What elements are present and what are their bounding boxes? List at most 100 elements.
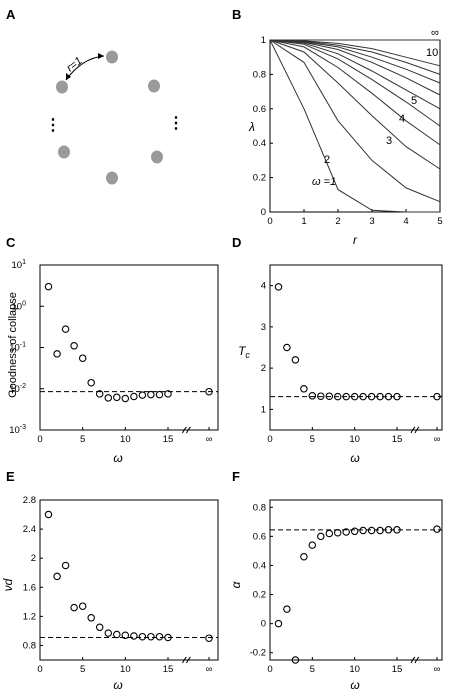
lattice-site [56,80,68,94]
series-label: 2 [324,154,330,166]
axis-break-icon [182,656,191,664]
data-point [130,392,138,401]
data-point [325,529,334,538]
panel-d-chart: D 0 5 10 15 ∞ 1 2 3 4 ω Tc [232,235,443,465]
y-tick-label: 0.8 [23,640,36,651]
y-tick-label: 1.6 [23,582,36,593]
panel-f-markers [270,525,442,664]
x-tick-label: 0 [267,664,272,675]
panel-f-xlabel: ω [350,678,359,692]
data-point [291,656,300,664]
lattice-site [148,79,160,93]
data-point [342,528,350,536]
y-tick-label: 0.4 [253,560,266,571]
data-point [113,630,121,639]
arrowhead-icon [98,53,104,59]
x-tick-label: ∞ [434,664,441,675]
y-tick-label: 2 [261,363,266,374]
y-tick-label: 2 [31,553,36,564]
lattice-site [106,171,118,185]
series-label: 3 [386,135,392,147]
series-line [269,39,441,67]
series-label: 10 [426,47,438,59]
series-line [269,39,440,213]
series-line [269,39,441,127]
data-point [61,561,70,570]
data-point [70,603,78,612]
y-tick-label: 0.2 [253,173,266,184]
x-tick-label: 5 [80,434,85,445]
y-tick-exponent: -2 [20,383,26,390]
panel-a-letter: A [6,7,16,22]
data-point [138,391,147,399]
y-tick-label: 4 [261,281,266,292]
y-tick-label: 2.4 [23,524,36,535]
y-tick-exponent: 0 [22,300,26,307]
panel-d-ylabel-sub: c [245,350,250,360]
data-point [350,527,359,536]
panel-d-frame [269,264,443,431]
data-point [87,614,95,622]
panel-c-letter: C [6,235,16,250]
x-tick-label: 5 [80,664,85,675]
x-tick-label: ∞ [206,434,213,445]
data-point [53,572,61,581]
series-line [269,39,441,110]
x-tick-label: 10 [120,434,131,445]
x-tick-label: 5 [437,216,442,227]
data-point [393,392,401,401]
data-point [308,541,317,549]
data-point [308,392,317,400]
y-tick-label: 0.6 [253,531,266,542]
data-point [376,392,384,401]
y-tick-label: 2.8 [23,495,36,506]
data-point [283,343,291,352]
data-point [61,325,70,333]
data-point [121,394,130,403]
data-point [283,605,291,613]
panel-c-xlabel: ω [113,451,122,465]
panel-c-markers [40,282,218,403]
y-tick-label: 1 [261,404,266,415]
panel-e-chart: E 0 5 10 15 ∞ 0.8 1.2 1.6 2 2.4 2.8 ω νd [1,469,219,692]
y-tick-label: 0 [261,619,266,630]
data-point [274,619,283,628]
data-point [155,390,164,399]
y-tick-label: -0.2 [250,648,266,659]
data-point [70,342,78,350]
data-point [147,632,155,641]
x-tick-label: ∞ [434,434,441,445]
data-point [205,634,213,642]
panel-f-frame [269,499,443,661]
panel-d-ylabel: Tc [238,344,250,360]
panel-b-letter: B [232,7,241,22]
x-tick-label: 15 [392,664,403,675]
data-point [155,632,164,641]
bond-label: r=1 [64,55,84,74]
y-tick-label: 0.4 [253,138,266,149]
panel-b-xlabel: r [353,233,358,247]
x-tick-label: 15 [163,664,174,675]
panel-d-letter: D [232,235,241,250]
panel-c-frame [39,264,219,431]
data-point [104,629,113,637]
data-point [78,354,87,362]
data-point [78,602,87,610]
x-tick-label: 5 [310,434,315,445]
x-tick-label: 0 [267,434,272,445]
data-point [104,394,113,402]
panel-b-ticks: 0 1 2 3 4 500.20.40.60.81 [253,35,443,227]
x-tick-label: 0 [37,664,42,675]
x-tick-label: 1 [301,216,306,227]
x-tick-label: 2 [335,216,340,227]
y-tick-exponent: -3 [20,424,26,431]
x-tick-label: 0 [37,434,42,445]
lattice-site [106,50,118,64]
arrowhead-icon [66,73,71,80]
data-point [95,390,104,398]
y-tick-label: 1 [261,35,266,46]
data-point [350,392,359,401]
x-tick-label: 10 [349,664,360,675]
